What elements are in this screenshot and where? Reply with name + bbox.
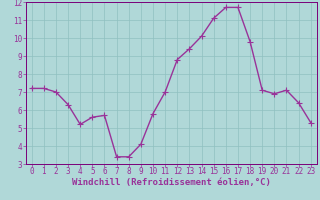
X-axis label: Windchill (Refroidissement éolien,°C): Windchill (Refroidissement éolien,°C) [72, 178, 271, 187]
